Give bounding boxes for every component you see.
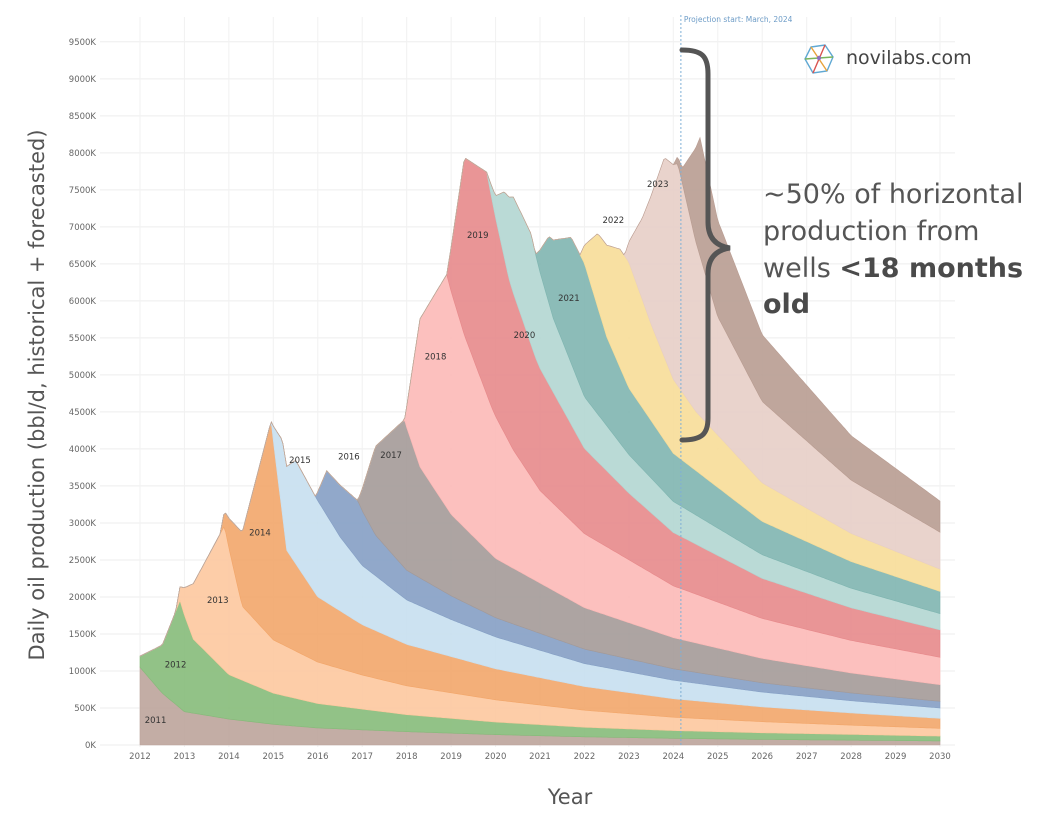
y-tick-label: 8000K: [69, 149, 97, 159]
novilabs-logo-icon: [804, 44, 834, 74]
y-tick-label: 2000K: [69, 593, 97, 603]
x-tick-label: 2019: [440, 752, 462, 762]
y-tick-label: 9500K: [69, 38, 97, 48]
y-tick-label: 3500K: [69, 482, 97, 492]
x-tick-label: 2017: [351, 752, 373, 762]
y-tick-label: 7000K: [69, 223, 97, 233]
y-tick-label: 7500K: [69, 186, 97, 196]
x-tick-label: 2012: [129, 752, 151, 762]
y-tick-label: 1500K: [69, 630, 97, 640]
brand: novilabs.com: [804, 44, 972, 74]
stacked-areas: [139, 136, 941, 746]
cohort-label-2019: 2019: [467, 231, 489, 241]
cohort-labels: 2011 2012 2013 2014 2015 2016 2017 2018 2019 2020…: [145, 180, 669, 726]
x-tick-label: 2015: [263, 752, 285, 762]
x-tick-label: 2018: [396, 752, 418, 762]
annotation-line-4: old: [763, 289, 810, 320]
y-tick-label: 4000K: [69, 445, 97, 455]
cohort-label-2013: 2013: [207, 596, 229, 606]
x-axis-title: Year: [547, 785, 593, 809]
y-tick-label: 5500K: [69, 334, 97, 344]
y-tick-label: 2500K: [69, 556, 97, 566]
cohort-label-2011: 2011: [145, 716, 167, 726]
y-tick-label: 500K: [74, 704, 96, 714]
annotation-line-2: production from: [763, 216, 979, 247]
projection-label: Projection start: March, 2024: [684, 15, 793, 24]
cohort-label-2014: 2014: [249, 529, 271, 539]
y-axis-title: Daily oil production (bbl/d, historical …: [25, 129, 49, 660]
cohort-label-2022: 2022: [603, 216, 625, 226]
x-tick-label: 2024: [663, 752, 685, 762]
cohort-label-2012: 2012: [165, 660, 187, 670]
x-tick-label: 2030: [929, 752, 951, 762]
x-tick-label: 2023: [618, 752, 640, 762]
x-tick-label: 2029: [885, 752, 907, 762]
y-axis-ticks: 0K 500K 1000K 1500K 2000K 2500K 3000K 3500K 4000…: [69, 38, 97, 751]
y-tick-label: 0K: [85, 741, 96, 751]
x-tick-label: 2016: [307, 752, 329, 762]
x-tick-label: 2028: [840, 752, 862, 762]
curly-brace-icon: [679, 47, 731, 443]
cohort-label-2016: 2016: [338, 452, 360, 462]
annotation-line-3: wells <18 months: [763, 253, 1023, 284]
x-tick-label: 2022: [574, 752, 596, 762]
y-tick-label: 6000K: [69, 297, 97, 307]
cohort-label-2020: 2020: [514, 331, 536, 341]
y-tick-label: 5000K: [69, 371, 97, 381]
cohort-label-2017: 2017: [380, 451, 402, 461]
x-tick-label: 2021: [529, 752, 551, 762]
y-tick-label: 6500K: [69, 260, 97, 270]
y-tick-label: 4500K: [69, 408, 97, 418]
y-tick-label: 9000K: [69, 75, 97, 85]
x-tick-label: 2014: [218, 752, 240, 762]
area-2024: [139, 136, 941, 657]
cohort-label-2021: 2021: [558, 294, 580, 304]
x-tick-label: 2020: [485, 752, 507, 762]
x-tick-label: 2013: [174, 752, 196, 762]
brand-name: novilabs.com: [846, 47, 972, 69]
x-tick-label: 2027: [796, 752, 818, 762]
annotation-line-3-bold: <18 months: [839, 253, 1023, 284]
annotation: ~50% of horizontal production from wells…: [763, 179, 1024, 320]
annotation-line-3-prefix: wells: [763, 253, 839, 284]
annotation-line-1: ~50% of horizontal: [763, 179, 1024, 210]
y-tick-label: 1000K: [69, 667, 97, 677]
x-tick-label: 2026: [751, 752, 773, 762]
x-tick-label: 2025: [707, 752, 729, 762]
y-tick-label: 3000K: [69, 519, 97, 529]
cohort-label-2015: 2015: [289, 456, 311, 466]
y-tick-label: 8500K: [69, 112, 97, 122]
x-axis-ticks: 2012 2013 2014 2015 2016 2017 2018 2019 2020 2021…: [129, 752, 951, 762]
cohort-label-2023: 2023: [647, 180, 669, 190]
cohort-label-2018: 2018: [425, 352, 447, 362]
